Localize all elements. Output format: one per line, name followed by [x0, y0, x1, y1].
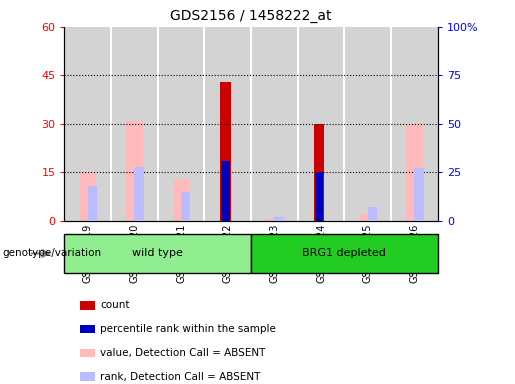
Bar: [221, 161, 230, 221]
Text: wild type: wild type: [132, 248, 183, 258]
Bar: [251, 234, 438, 273]
Bar: [368, 207, 377, 221]
Text: percentile rank within the sample: percentile rank within the sample: [100, 324, 277, 334]
Text: count: count: [100, 300, 130, 310]
Bar: [415, 169, 424, 221]
Bar: [173, 179, 189, 221]
Bar: [79, 172, 96, 221]
Bar: [126, 121, 143, 221]
Text: genotype/variation: genotype/variation: [3, 248, 101, 258]
Bar: [359, 214, 376, 221]
Bar: [314, 124, 324, 221]
Bar: [181, 192, 191, 221]
Bar: [406, 124, 423, 221]
Text: BRG1 depleted: BRG1 depleted: [302, 248, 386, 258]
Bar: [220, 82, 231, 221]
Bar: [88, 186, 97, 221]
Bar: [64, 234, 251, 273]
Bar: [274, 217, 284, 221]
Bar: [315, 172, 323, 221]
Text: value, Detection Call = ABSENT: value, Detection Call = ABSENT: [100, 348, 266, 358]
Bar: [266, 218, 283, 221]
Text: rank, Detection Call = ABSENT: rank, Detection Call = ABSENT: [100, 372, 261, 382]
Title: GDS2156 / 1458222_at: GDS2156 / 1458222_at: [170, 9, 332, 23]
Bar: [134, 167, 144, 221]
